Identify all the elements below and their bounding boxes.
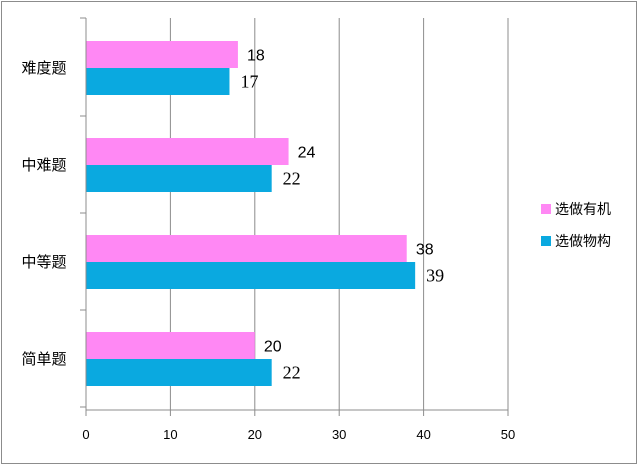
- bar-series-2: [86, 359, 272, 386]
- data-label: 22: [283, 169, 301, 189]
- x-tick-label: 0: [82, 427, 89, 442]
- data-label: 20: [264, 339, 282, 356]
- x-tick-label: 40: [416, 427, 430, 442]
- legend-swatch: [541, 236, 551, 246]
- axes: [80, 17, 509, 416]
- data-label: 18: [247, 48, 265, 65]
- bar-series-2: [86, 68, 230, 95]
- x-tick-label: 30: [332, 427, 346, 442]
- data-label: 24: [298, 145, 316, 162]
- category-label: 中难题: [21, 156, 66, 174]
- x-tick-label: 50: [501, 427, 515, 442]
- category-label: 难度题: [21, 59, 66, 77]
- bar-series-1: [86, 41, 238, 68]
- x-tick-label: 10: [163, 427, 177, 442]
- bar-series-1: [86, 235, 407, 262]
- data-label: 39: [426, 266, 444, 286]
- data-label: 17: [240, 72, 258, 92]
- data-label: 38: [416, 242, 434, 259]
- bar-series-1: [86, 332, 255, 359]
- data-label: 22: [283, 363, 301, 383]
- bar-series-2: [86, 165, 272, 192]
- category-label: 简单题: [21, 350, 66, 368]
- legend-swatch: [541, 204, 551, 214]
- legend-label: 选做物构: [555, 234, 611, 250]
- legend-label: 选做有机: [555, 202, 611, 218]
- bar-series-2: [86, 262, 416, 289]
- category-label: 中等题: [21, 253, 66, 271]
- bars: [86, 41, 416, 386]
- bar-series-1: [86, 138, 289, 165]
- x-tick-label: 20: [248, 427, 262, 442]
